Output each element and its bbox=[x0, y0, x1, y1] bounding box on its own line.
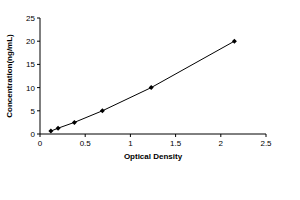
x-tick bbox=[40, 134, 41, 137]
x-tick-label: 1 bbox=[128, 139, 133, 148]
point bbox=[232, 39, 237, 44]
point bbox=[100, 108, 105, 113]
x-tick-label: 2.5 bbox=[260, 139, 272, 148]
x-tick bbox=[266, 134, 267, 137]
x-tick bbox=[85, 134, 86, 137]
x-tick bbox=[220, 134, 221, 137]
y-tick-label: 20 bbox=[26, 37, 35, 46]
y-tick bbox=[37, 41, 40, 42]
plot-area bbox=[48, 39, 237, 134]
point bbox=[149, 85, 154, 90]
y-tick bbox=[37, 64, 40, 65]
y-tick-label: 0 bbox=[31, 130, 36, 139]
y-tick-label: 10 bbox=[26, 84, 35, 93]
y-tick-label: 5 bbox=[31, 107, 36, 116]
x-tick-label: 0 bbox=[38, 139, 43, 148]
y-tick-label: 25 bbox=[26, 14, 35, 23]
y-axis-label: Concentration(ng/mL) bbox=[5, 34, 14, 118]
x-axis bbox=[40, 134, 266, 135]
x-tick-label: 1.5 bbox=[170, 139, 182, 148]
x-tick bbox=[130, 134, 131, 137]
y-axis bbox=[40, 18, 41, 134]
y-tick bbox=[37, 87, 40, 88]
x-axis-label: Optical Density bbox=[124, 152, 183, 161]
x-tick-label: 2 bbox=[219, 139, 224, 148]
x-tick bbox=[175, 134, 176, 137]
y-tick-label: 15 bbox=[26, 60, 35, 69]
y-tick bbox=[37, 18, 40, 19]
point bbox=[56, 126, 61, 131]
point bbox=[72, 120, 77, 125]
y-tick bbox=[37, 110, 40, 111]
point bbox=[48, 129, 53, 134]
chart: 0 5 10 15 20 25 0 0.5 1 1.5 2 2.5 Optical Density Con… bbox=[0, 0, 300, 200]
curve bbox=[51, 41, 235, 131]
x-tick-label: 0.5 bbox=[80, 139, 92, 148]
